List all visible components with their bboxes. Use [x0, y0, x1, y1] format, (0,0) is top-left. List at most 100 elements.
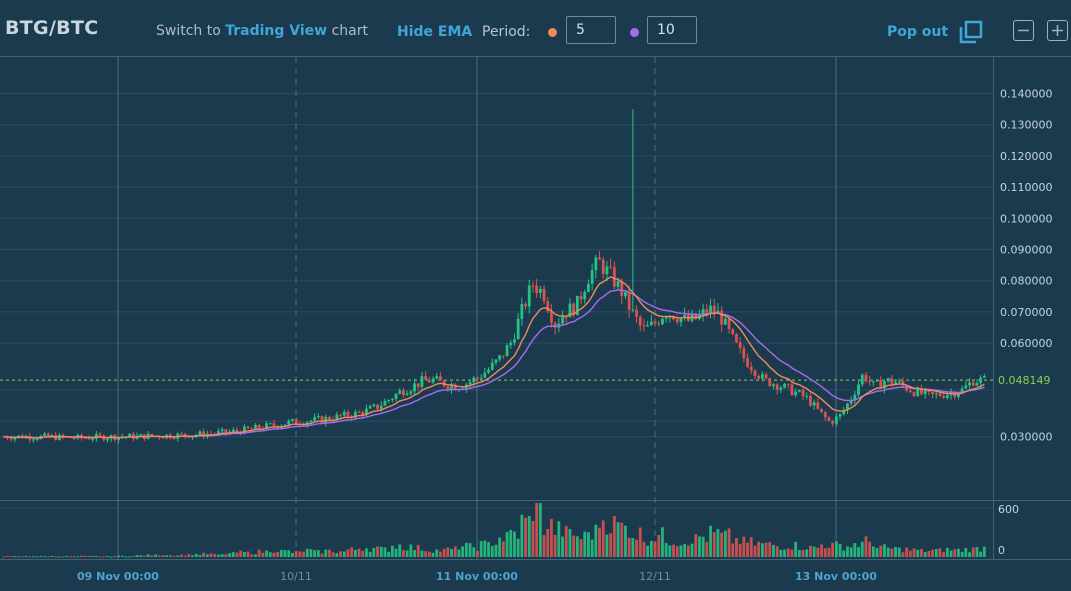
volume-bar: [46, 556, 50, 558]
candle-body: [487, 369, 490, 373]
volume-bar: [324, 549, 328, 557]
candle-body: [568, 303, 572, 318]
price-tick-label: 0.090000: [1000, 244, 1053, 257]
candle-body: [927, 390, 931, 393]
volume-bar: [154, 554, 157, 557]
candle-body: [527, 285, 531, 307]
volume-bar: [191, 555, 194, 557]
volume-bar: [205, 554, 209, 557]
volume-bar: [17, 556, 21, 558]
candle-body: [439, 376, 442, 381]
candle-body: [982, 376, 986, 378]
volume-bar: [94, 556, 98, 558]
volume-bar: [683, 543, 687, 557]
volume-bar: [283, 550, 287, 557]
volume-bar: [468, 543, 472, 557]
volume-bar: [575, 536, 579, 557]
candle-body: [498, 355, 502, 360]
volume-bar: [524, 517, 527, 557]
volume-bar: [853, 543, 857, 557]
candle-body: [453, 384, 457, 391]
candle-body: [812, 402, 816, 406]
candle-body: [346, 411, 350, 417]
zoom-in-button[interactable]: [1047, 20, 1068, 41]
volume-bar: [938, 548, 942, 557]
volume-tick-label: 600: [998, 503, 1019, 516]
zoom-out-button[interactable]: [1013, 20, 1034, 41]
volume-bar: [276, 551, 280, 557]
volume-bar: [705, 541, 709, 557]
candle-body: [857, 384, 860, 395]
volume-bar: [520, 514, 524, 557]
volume-bar: [638, 527, 642, 557]
candle-body: [43, 433, 46, 436]
volume-bar: [372, 547, 376, 557]
volume-bar: [931, 549, 934, 557]
volume-bar: [365, 548, 368, 557]
volume-bar: [760, 543, 764, 557]
time-tick-label: 12/11: [639, 570, 671, 583]
candle-body: [631, 309, 635, 311]
candle-body: [376, 404, 379, 409]
volume-bar: [661, 527, 664, 557]
volume-bar: [172, 555, 176, 557]
volume-bar: [686, 545, 690, 557]
candle-body: [720, 310, 724, 325]
price-chart[interactable]: 0.140000 0.130000 0.120000 0.110000 0.100000…: [0, 57, 1071, 591]
volume-bar: [646, 545, 650, 557]
volume-bar: [964, 547, 968, 557]
volume-bar: [838, 543, 842, 557]
volume-bar: [701, 536, 705, 557]
volume-bar: [32, 556, 35, 558]
volume-bar: [568, 528, 572, 557]
candle-body: [968, 382, 971, 386]
candle-body: [694, 313, 698, 320]
volume-bar: [690, 543, 694, 557]
volume-bar: [287, 550, 291, 557]
volume-bar: [812, 546, 816, 557]
volume-bar: [564, 525, 568, 557]
volume-bar: [220, 554, 224, 557]
volume-bar: [402, 550, 405, 557]
volume-bar: [72, 556, 76, 558]
volume-bar: [450, 548, 453, 557]
volume-bar: [890, 548, 894, 557]
ema-slow-period-input[interactable]: 10: [647, 16, 697, 44]
popout-icon[interactable]: [959, 20, 983, 44]
volume-bar: [69, 556, 72, 558]
candle-body: [801, 390, 805, 397]
volume-bar: [505, 531, 509, 557]
volume-bar: [916, 549, 920, 557]
candle-body: [675, 319, 679, 323]
pop-out-button[interactable]: Pop out: [887, 24, 949, 40]
volume-bar: [446, 547, 450, 557]
candle-body: [742, 348, 746, 359]
volume-bar: [542, 535, 546, 557]
volume-bar: [379, 546, 383, 557]
candle-body: [128, 433, 132, 437]
volume-bar: [109, 556, 113, 558]
candle-body: [816, 402, 820, 409]
price-tick-label: 0.060000: [1000, 337, 1053, 350]
ema-fast-period-input[interactable]: 5: [566, 16, 616, 44]
candle-body: [183, 433, 187, 436]
volume-bar: [35, 556, 39, 558]
volume-bar: [43, 556, 46, 558]
candle-body: [468, 382, 472, 385]
hide-ema-button[interactable]: Hide EMA: [397, 24, 473, 40]
trading-view-link[interactable]: Trading View: [225, 23, 328, 39]
volume-bar: [768, 542, 772, 557]
candle-body: [786, 383, 790, 385]
volume-bar: [461, 546, 465, 557]
time-tick-label: 13 Nov 00:00: [795, 570, 877, 583]
candle-body: [779, 387, 783, 390]
candle-body: [402, 390, 405, 396]
candle-body: [494, 359, 498, 363]
volume-bar: [501, 541, 505, 557]
candle-body: [365, 408, 368, 415]
candle-body: [945, 395, 949, 399]
volume-bar: [313, 550, 317, 557]
candle-body: [938, 393, 942, 397]
candle-body: [923, 390, 927, 395]
volume-bar: [187, 554, 191, 557]
